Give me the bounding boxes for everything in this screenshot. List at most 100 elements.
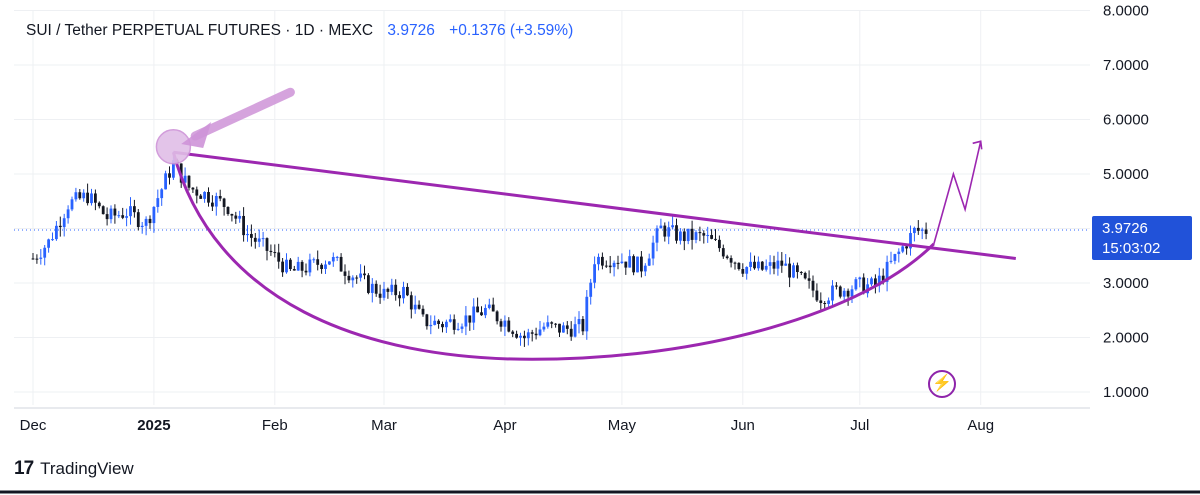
- candle: [374, 283, 378, 294]
- candle: [675, 225, 678, 241]
- x-tick-label: May: [608, 417, 637, 434]
- candle: [725, 256, 729, 259]
- candle: [160, 189, 164, 199]
- candle: [359, 273, 362, 278]
- candle: [339, 256, 343, 272]
- candle: [491, 304, 495, 312]
- candle: [636, 256, 639, 273]
- y-tick-label: 5.0000: [1103, 166, 1149, 183]
- candle: [807, 278, 811, 281]
- candle: [191, 187, 195, 190]
- candle: [597, 256, 600, 265]
- candle: [710, 235, 713, 239]
- candle: [58, 225, 62, 228]
- symbol-title: SUI / Tether PERPETUAL FUTURES · 1D · ME…: [26, 22, 374, 39]
- candle: [226, 206, 230, 214]
- candle: [690, 228, 694, 240]
- candle: [214, 195, 218, 207]
- candle: [823, 303, 827, 305]
- x-tick-label: Jul: [850, 417, 869, 434]
- candle: [554, 323, 557, 325]
- y-tick-label: 1.0000: [1103, 384, 1149, 401]
- x-tick-label: Feb: [262, 417, 288, 434]
- candle: [250, 233, 253, 238]
- candle: [394, 284, 398, 296]
- candle: [745, 267, 749, 274]
- candle: [281, 261, 284, 273]
- candle: [273, 252, 277, 254]
- candle: [456, 328, 460, 330]
- candle: [835, 285, 838, 287]
- candle: [581, 319, 585, 332]
- tradingview-brand[interactable]: 17 TradingView: [14, 458, 134, 480]
- candle: [70, 199, 74, 210]
- candle: [507, 320, 511, 332]
- candle: [901, 246, 905, 252]
- candle: [476, 306, 479, 313]
- candle: [82, 192, 86, 199]
- candle: [242, 215, 245, 236]
- candle: [398, 295, 401, 299]
- candle: [172, 160, 175, 178]
- candle: [402, 286, 405, 299]
- candle: [121, 215, 125, 218]
- candle: [538, 329, 542, 336]
- candle: [760, 261, 764, 270]
- candle: [289, 259, 292, 270]
- candle: [101, 206, 105, 215]
- y-tick-label: 3.0000: [1103, 275, 1149, 292]
- y-tick-label: 2.0000: [1103, 330, 1149, 347]
- candle: [480, 312, 483, 316]
- candle: [846, 290, 850, 297]
- candle: [207, 192, 210, 203]
- candle: [125, 216, 128, 218]
- candle: [495, 311, 499, 322]
- candle: [328, 261, 331, 265]
- candle: [222, 198, 226, 207]
- candle: [452, 319, 456, 330]
- candle: [269, 250, 273, 253]
- candle: [253, 237, 257, 242]
- candle: [499, 321, 503, 327]
- candle: [140, 225, 144, 227]
- candle: [464, 315, 468, 327]
- candle: [164, 173, 167, 190]
- candle: [768, 262, 772, 266]
- candle: [62, 218, 66, 228]
- candle: [199, 195, 203, 199]
- candle: [230, 213, 234, 216]
- y-tick-label: 8.0000: [1103, 3, 1149, 20]
- candle: [519, 335, 522, 338]
- candle: [515, 333, 518, 338]
- candle: [811, 280, 815, 291]
- candle: [733, 262, 737, 264]
- candle: [534, 333, 538, 336]
- lightning-icon[interactable]: ⚡: [928, 370, 956, 398]
- badge-price: 3.9726: [1102, 220, 1148, 237]
- candle: [881, 275, 885, 282]
- x-tick-label: Dec: [20, 417, 47, 434]
- candle: [331, 256, 335, 262]
- candle: [893, 254, 897, 261]
- candle: [640, 256, 643, 272]
- candle: [300, 261, 304, 271]
- projection-path: [933, 141, 982, 244]
- pointer-arrow: [190, 87, 295, 141]
- candle: [246, 233, 249, 236]
- candle: [593, 264, 596, 283]
- candle: [643, 265, 647, 272]
- candle: [604, 265, 608, 267]
- candle: [218, 195, 222, 199]
- candle: [105, 214, 109, 220]
- candle: [97, 202, 101, 207]
- candle: [472, 306, 476, 323]
- candle: [117, 215, 121, 217]
- candle: [66, 209, 70, 219]
- candle: [195, 189, 199, 196]
- candle: [651, 242, 655, 259]
- candle: [187, 175, 191, 188]
- candle: [718, 239, 721, 249]
- candle: [780, 260, 784, 266]
